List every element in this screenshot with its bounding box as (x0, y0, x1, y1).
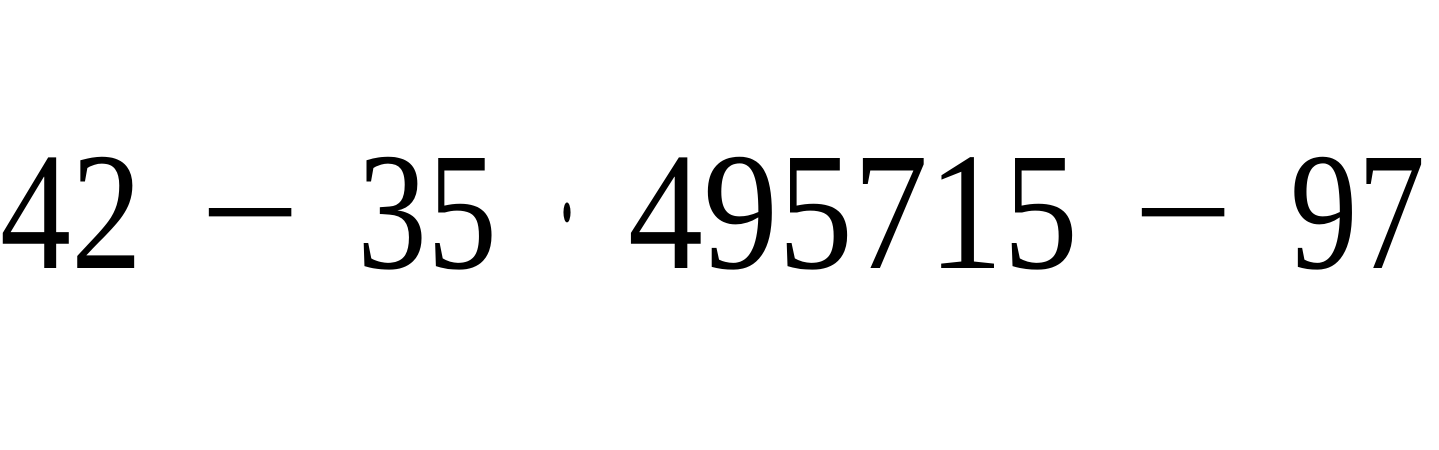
expression-token: 42 (0, 119, 142, 305)
expression-token: 495715 (628, 119, 1078, 305)
expression-token: 97 (1290, 119, 1425, 305)
expression-token: − (1133, 119, 1233, 305)
expression-token: − (200, 119, 300, 305)
expression-token: 35 (357, 119, 497, 305)
expression-token: · (557, 119, 577, 305)
